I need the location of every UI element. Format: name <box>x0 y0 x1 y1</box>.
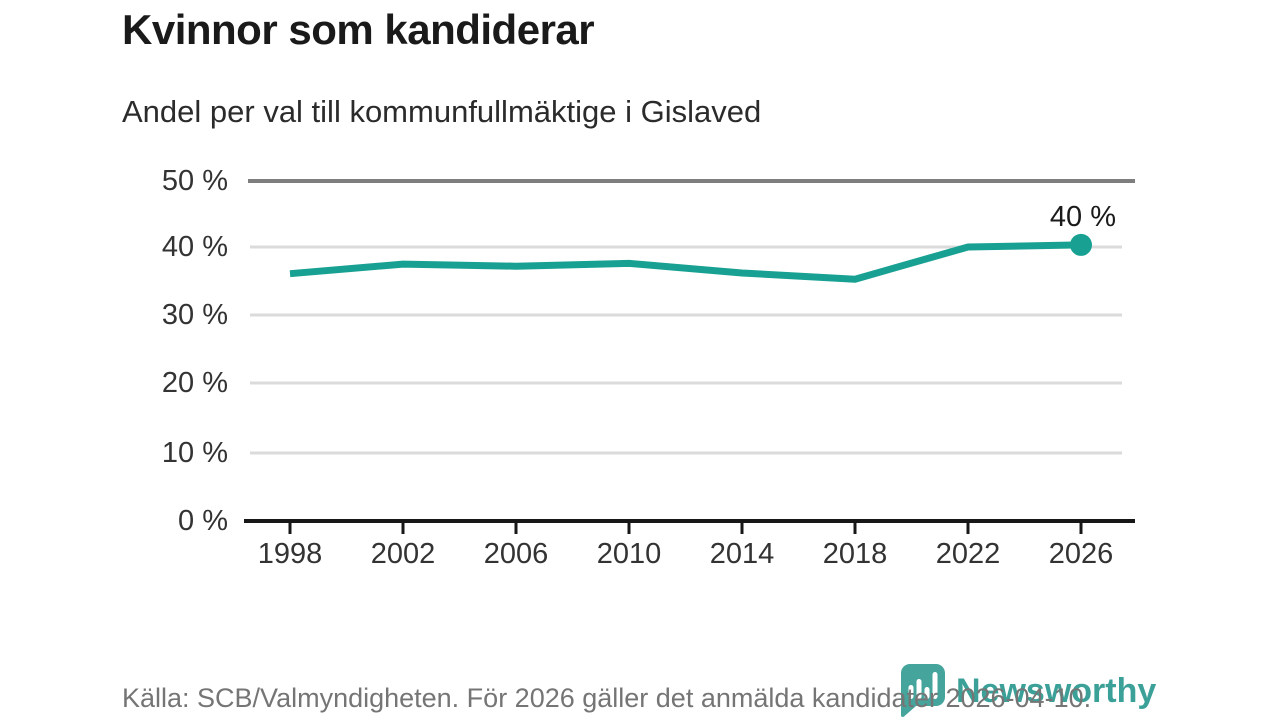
data-line <box>289 241 1082 283</box>
y-tick-label-40: 40 % <box>161 231 228 263</box>
x-tick-label-2018: 2018 <box>822 538 888 570</box>
chart-subtitle: Andel per val till kommunfullmäktige i G… <box>122 94 762 129</box>
x-tick-label-2006: 2006 <box>483 538 549 570</box>
last-point-value-label: 40 % <box>1049 201 1116 233</box>
last-point-marker <box>1070 233 1092 256</box>
x-tick-label-1998: 1998 <box>257 538 323 570</box>
gridlines <box>248 179 1135 455</box>
x-tick-label-2010: 2010 <box>596 538 662 570</box>
x-axis-ticks <box>288 521 1083 534</box>
y-tick-label-0: 0 % <box>178 505 228 537</box>
y-tick-label-10: 10 % <box>161 437 228 469</box>
newsworthy-logo: Newsworthy <box>899 663 1156 719</box>
x-tick-label-2002: 2002 <box>370 538 436 570</box>
y-tick-label-50: 50 % <box>161 165 228 197</box>
y-tick-label-20: 20 % <box>161 367 228 399</box>
x-tick-label-2014: 2014 <box>709 538 775 570</box>
bar-chart-speech-bubble-icon <box>901 664 945 718</box>
y-tick-label-30: 30 % <box>161 299 228 331</box>
source-note: Källa: SCB/Valmyndigheten. För 2026 gäll… <box>122 683 1092 713</box>
x-tick-label-2026: 2026 <box>1048 538 1114 570</box>
newsworthy-logo-text: Newsworthy <box>956 671 1157 710</box>
x-tick-label-2022: 2022 <box>935 538 1001 570</box>
chart-title: Kvinnor som kandiderar <box>122 6 595 53</box>
